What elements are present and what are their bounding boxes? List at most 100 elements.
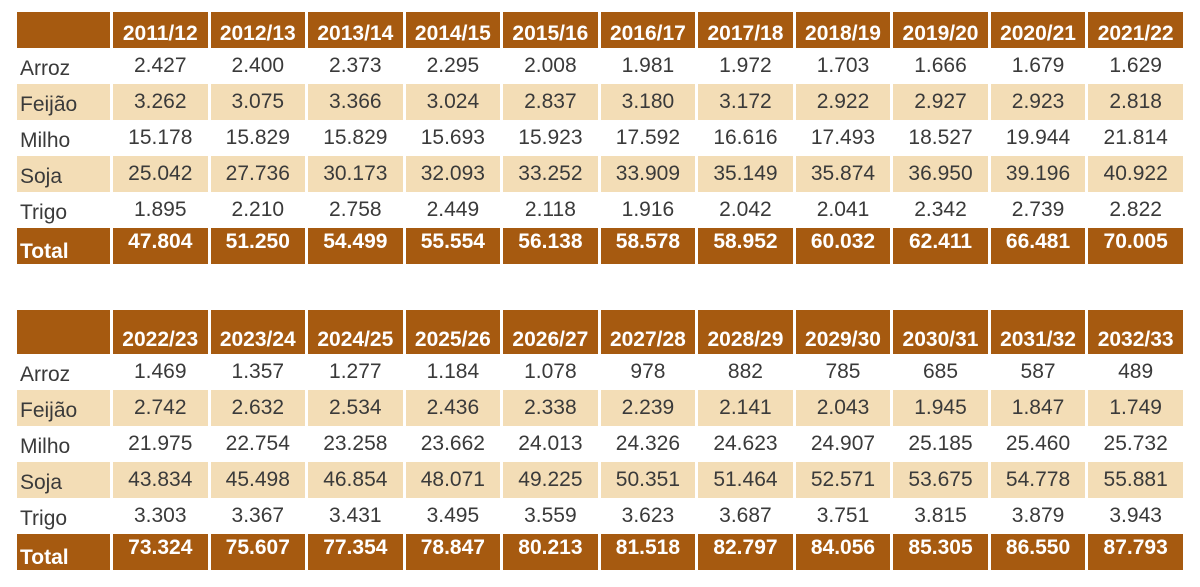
- row-label: Soja: [17, 156, 110, 192]
- table-cell: 21.975: [128, 432, 193, 455]
- table-cell: 1.916: [621, 198, 675, 221]
- row-label: Arroz: [20, 363, 71, 386]
- table-cell: 25.042: [113, 156, 208, 192]
- table-cell: 40.922: [1088, 156, 1183, 192]
- table-cell: 58.952: [698, 228, 793, 264]
- table-cell: 15.178: [128, 126, 193, 149]
- table-cell: 24.623: [713, 432, 778, 455]
- table-row: Trigo 1.895 2.210 2.758 2.449 2.118 1.916 2.042…: [17, 192, 1183, 228]
- table-cell: 33.909: [600, 156, 696, 192]
- table-cell: 2.758: [329, 198, 382, 221]
- table-cell: 53.675: [893, 462, 988, 498]
- table-row: Milho 15.178 15.829 15.829 15.693 15.923 17.59…: [17, 120, 1183, 156]
- table-cell: 1.184: [426, 360, 480, 383]
- column-header: 2032/33: [1088, 310, 1183, 354]
- header-row: 2011/12 2012/13 2013/14 2014/15 2015/16 2016/…: [17, 12, 1183, 48]
- table-cell: 33.252: [503, 156, 598, 192]
- table-cell: 1.666: [914, 54, 967, 77]
- column-header: 2020/21: [990, 12, 1086, 48]
- table-cell: 43.834: [113, 462, 208, 498]
- table-row: Soja 43.834 45.498 46.854 48.071 49.225 50.351…: [17, 462, 1183, 498]
- table-cell: 48.071: [405, 462, 501, 498]
- table-cell: 3.367: [231, 504, 285, 527]
- table-cell: 1.981: [621, 54, 675, 77]
- table-cell: 58.578: [600, 228, 696, 264]
- column-header: 2025/26: [405, 310, 501, 354]
- column-header: 2017/18: [698, 12, 793, 48]
- column-header: 2011/12: [113, 12, 208, 48]
- table-row: Arroz 1.469 1.357 1.277 1.184 1.078 978 882 785 6…: [17, 354, 1183, 390]
- column-header: 2024/25: [308, 310, 403, 354]
- row-label: Total: [17, 228, 110, 264]
- table-cell: 882: [727, 360, 763, 383]
- table-cell: 85.305: [893, 534, 988, 570]
- table-cell: 66.481: [990, 228, 1086, 264]
- table-cell: 70.005: [1088, 228, 1183, 264]
- table-cell: 3.024: [405, 84, 501, 120]
- table-cell: 21.814: [1103, 126, 1168, 149]
- table-cell: 54.778: [990, 462, 1086, 498]
- table-cell: 49.225: [503, 462, 598, 498]
- column-header: 2029/30: [795, 310, 891, 354]
- table-cell: 2.837: [503, 84, 598, 120]
- column-header: 2030/31: [893, 310, 988, 354]
- table-cell: 24.326: [615, 432, 681, 455]
- column-header: 2018/19: [795, 12, 891, 48]
- table-cell: 51.464: [698, 462, 793, 498]
- table-cell: 25.185: [908, 432, 973, 455]
- header-corner-cell: [17, 310, 110, 354]
- table-cell: 16.616: [713, 126, 778, 149]
- table-cell: 2.427: [133, 54, 187, 77]
- table-cell: 56.138: [503, 228, 598, 264]
- total-row: Total 73.324 75.607 77.354 78.847 80.213 81.51…: [17, 534, 1183, 570]
- table-cell: 46.854: [308, 462, 403, 498]
- table-cell: 23.662: [420, 432, 485, 455]
- table-cell: 32.093: [405, 156, 501, 192]
- table-cell: 3.172: [698, 84, 793, 120]
- table-cell: 60.032: [795, 228, 891, 264]
- table-cell: 3.751: [816, 504, 870, 527]
- column-header: 2016/17: [600, 12, 696, 48]
- table-cell: 3.303: [133, 504, 187, 527]
- table-row: Feijão 2.742 2.632 2.534 2.436 2.338 2.239 2.14…: [17, 390, 1183, 426]
- table-cell: 2.818: [1088, 84, 1183, 120]
- table-cell: 81.518: [600, 534, 696, 570]
- table-cell: 19.944: [1005, 126, 1071, 149]
- table-cell: 2.534: [308, 390, 403, 426]
- column-header: 2012/13: [210, 12, 306, 48]
- table-cell: 17.592: [615, 126, 681, 149]
- table-cell: 45.498: [210, 462, 306, 498]
- table-row: Milho 21.975 22.754 23.258 23.662 24.013 24.32…: [17, 426, 1183, 462]
- table-cell: 15.923: [518, 126, 583, 149]
- table-cell: 1.679: [1011, 54, 1065, 77]
- table-cell: 52.571: [795, 462, 891, 498]
- column-header: 2014/15: [405, 12, 501, 48]
- table-cell: 78.847: [405, 534, 501, 570]
- table-cell: 3.180: [600, 84, 696, 120]
- table-cell: 3.075: [210, 84, 306, 120]
- table-cell: 55.881: [1088, 462, 1183, 498]
- table-cell: 3.943: [1109, 504, 1162, 527]
- table-cell: 62.411: [893, 228, 988, 264]
- table-cell: 3.262: [113, 84, 208, 120]
- table-cell: 50.351: [600, 462, 696, 498]
- table-cell: 978: [630, 360, 666, 383]
- table-cell: 2.373: [329, 54, 382, 77]
- table-1: 2011/12 2012/13 2013/14 2014/15 2015/16 2016/…: [14, 12, 1186, 264]
- table-cell: 55.554: [405, 228, 501, 264]
- table-cell: 25.732: [1103, 432, 1168, 455]
- row-label: Arroz: [20, 57, 71, 80]
- table-cell: 1.895: [133, 198, 187, 221]
- table-cell: 2.239: [600, 390, 696, 426]
- row-label: Feijão: [17, 84, 110, 120]
- table-cell: 2.927: [893, 84, 988, 120]
- table-cell: 2.400: [231, 54, 285, 77]
- table-cell: 2.742: [113, 390, 208, 426]
- table-cell: 54.499: [308, 228, 403, 264]
- table-cell: 1.078: [524, 360, 577, 383]
- column-header: 2031/32: [990, 310, 1086, 354]
- table-row: Soja 25.042 27.736 30.173 32.093 33.252 33.909…: [17, 156, 1183, 192]
- table-row: Feijão 3.262 3.075 3.366 3.024 2.837 3.180 3.17…: [17, 84, 1183, 120]
- table-cell: 1.847: [990, 390, 1086, 426]
- table-cell: 685: [922, 360, 959, 383]
